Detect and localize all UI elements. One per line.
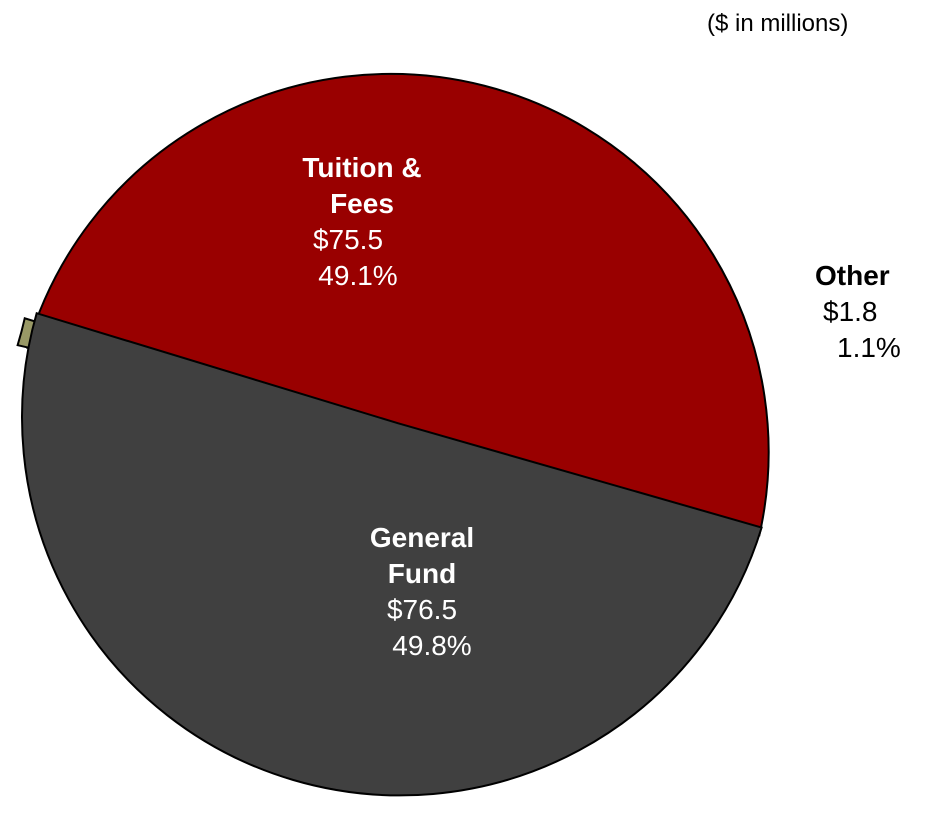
slice-value-other: $1.8	[823, 296, 878, 327]
pie-slice-tuition-fees	[26, 72, 770, 537]
slice-label-tuition-fees: Tuition & Fees $75.5 49.1%	[262, 150, 462, 294]
slice-name-tuition-line2: Fees	[330, 188, 394, 219]
slice-value-general: $76.5	[386, 594, 458, 625]
slice-percent-tuition: 49.1%	[318, 260, 398, 291]
slice-percent-other: 1.1%	[837, 332, 901, 363]
units-note: ($ in millions)	[707, 10, 849, 37]
slice-name-tuition-line1: Tuition &	[302, 152, 422, 183]
slice-name-other: Other	[815, 260, 890, 291]
slice-label-general-fund: General Fund $76.5 49.8%	[342, 520, 542, 664]
slice-value-tuition: $75.5	[312, 224, 384, 255]
slice-label-other: Other $1.8 1.1%	[780, 258, 925, 366]
slice-name-general-line1: General	[369, 522, 475, 553]
slice-name-general-line2: Fund	[387, 558, 457, 589]
slice-percent-general: 49.8%	[392, 630, 472, 661]
pie-slice-general-fund	[21, 311, 763, 797]
pie-slices	[16, 72, 770, 797]
